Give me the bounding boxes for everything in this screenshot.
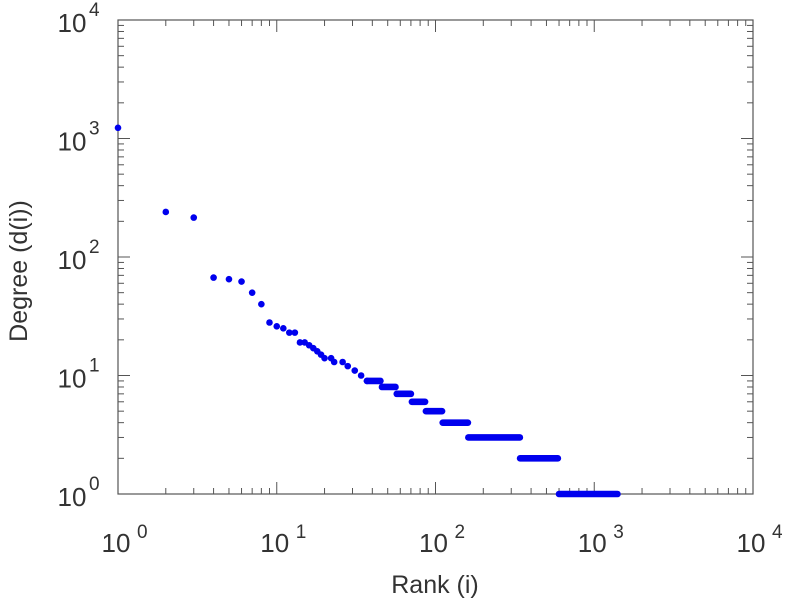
- x-tick-exponent: 3: [613, 522, 624, 543]
- data-point: [280, 325, 287, 332]
- data-point: [238, 278, 245, 285]
- x-tick-exponent: 2: [455, 522, 466, 543]
- x-tick-exponent: 1: [296, 522, 307, 543]
- data-point: [321, 354, 328, 362]
- data-point: [291, 329, 299, 336]
- data-point: [286, 329, 293, 336]
- y-tick-exponent: 2: [89, 237, 100, 258]
- data-points: [114, 124, 621, 498]
- y-tick-label: 10 0: [58, 474, 100, 512]
- x-tick-base: 10: [419, 528, 448, 558]
- y-tick-label: 10 2: [58, 237, 100, 275]
- data-point: [258, 300, 265, 308]
- y-tick-exponent: 3: [89, 119, 100, 140]
- y-tick-base: 10: [58, 482, 87, 512]
- x-tick-label: 10 4: [737, 522, 783, 558]
- x-tick-label: 10 1: [260, 522, 306, 558]
- x-tick-exponent: 4: [772, 522, 783, 543]
- data-point: [344, 362, 352, 370]
- y-tick-label: 10 4: [58, 0, 100, 38]
- data-point: [273, 323, 281, 330]
- data-point: [339, 358, 346, 366]
- x-tick-label: 10 3: [578, 522, 624, 558]
- y-tick-exponent: 4: [89, 0, 100, 21]
- data-point: [210, 274, 217, 281]
- x-tick-labels: 10 0 10 1 10 2 10 3 10 4: [102, 522, 783, 558]
- y-tick-base: 10: [58, 8, 87, 38]
- data-point: [330, 358, 338, 366]
- data-point: [296, 339, 304, 346]
- y-tick-label: 10 1: [58, 356, 100, 394]
- data-point: [357, 372, 365, 379]
- y-tick-base: 10: [58, 245, 87, 275]
- axis-ticks: [117, 19, 754, 495]
- data-point: [162, 208, 170, 216]
- data-point: [114, 124, 122, 132]
- data-point: [248, 289, 256, 296]
- x-tick-base: 10: [102, 528, 131, 558]
- x-tick-base: 10: [578, 528, 607, 558]
- x-tick-base: 10: [737, 528, 766, 558]
- x-tick-label: 10 2: [419, 522, 465, 558]
- x-tick-exponent: 0: [137, 522, 148, 543]
- y-tick-exponent: 1: [89, 356, 100, 377]
- y-tick-label: 10 3: [58, 119, 100, 157]
- y-axis-label: Degree (d(i)): [5, 200, 33, 342]
- data-point: [190, 214, 198, 221]
- x-tick-base: 10: [260, 528, 289, 558]
- data-point: [266, 319, 273, 326]
- x-axis-label: Rank (i): [391, 571, 479, 599]
- x-tick-label: 10 0: [102, 522, 148, 558]
- y-tick-base: 10: [58, 127, 87, 157]
- data-point: [225, 275, 233, 283]
- y-tick-exponent: 0: [89, 474, 100, 495]
- data-point: [351, 367, 359, 374]
- plot-frame: [117, 19, 754, 495]
- y-tick-base: 10: [58, 364, 87, 394]
